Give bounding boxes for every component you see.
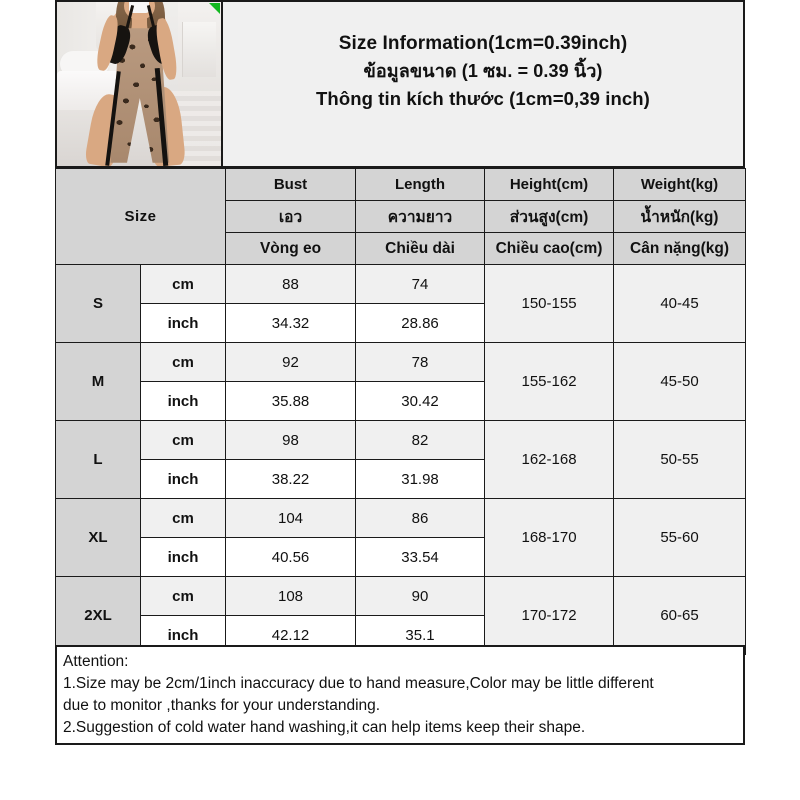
length-cm-s: 74 xyxy=(355,264,486,304)
bust-inch-xl: 40.56 xyxy=(225,537,357,577)
header-weight-th: น้ำหนัก(kg) xyxy=(613,200,747,233)
header-weight-en: Weight(kg) xyxy=(613,168,747,201)
height-2xl: 170-172 xyxy=(484,576,615,655)
bust-cm-xl: 104 xyxy=(225,498,357,538)
size-table: Size Bust Length Height(cm) Weight(kg) เ… xyxy=(54,168,747,655)
length-cm-l: 82 xyxy=(355,420,486,460)
header-weight-vi: Cân nặng(kg) xyxy=(613,232,747,265)
table-header-row-thai: เอว ความยาว ส่วนสูง(cm) น้ำหนัก(kg) xyxy=(56,200,747,233)
length-inch-s: 28.86 xyxy=(355,303,486,343)
bust-inch-s: 34.32 xyxy=(225,303,357,343)
unit-cell-cm: cm xyxy=(139,576,227,616)
size-cell-m: M xyxy=(55,342,141,421)
length-cm-xl: 86 xyxy=(355,498,486,538)
header-height-th: ส่วนสูง(cm) xyxy=(484,200,615,233)
green-corner-marker-icon xyxy=(209,3,220,14)
bust-cm-l: 98 xyxy=(225,420,357,460)
length-inch-m: 30.42 xyxy=(355,381,486,421)
table-row: S cm 88 74 150-155 40-45 xyxy=(55,264,747,343)
length-inch-l: 31.98 xyxy=(355,459,486,499)
weight-m: 45-50 xyxy=(613,342,747,421)
table-row: inch 38.22 31.98 xyxy=(56,459,746,499)
header-length-vi: Chiều dài xyxy=(355,232,486,265)
unit-cell-cm: cm xyxy=(139,264,227,304)
unit-cell-inch: inch xyxy=(139,381,227,421)
size-cell-2xl: 2XL xyxy=(55,576,141,655)
table-row: L cm 98 82 162-168 50-55 xyxy=(55,420,747,499)
bust-cm-2xl: 108 xyxy=(225,576,357,616)
unit-cell-inch: inch xyxy=(139,459,227,499)
model-cup xyxy=(129,2,149,14)
header-length-en: Length xyxy=(355,168,486,201)
title-line-vietnamese: Thông tin kích thước (1cm=0,39 inch) xyxy=(316,87,650,109)
attention-line-2: due to monitor ,thanks for your understa… xyxy=(63,697,381,714)
header-band: Size Information(1cm=0.39inch) ข้อมูลขนา… xyxy=(55,0,745,168)
bust-cm-s: 88 xyxy=(225,264,357,304)
attention-heading: Attention: xyxy=(63,653,129,670)
size-cell-l: L xyxy=(55,420,141,499)
height-l: 162-168 xyxy=(484,420,615,499)
table-row: inch 35.88 30.42 xyxy=(56,381,746,421)
attention-line-1: 1.Size may be 2cm/1inch inaccuracy due t… xyxy=(63,675,654,692)
height-xl: 168-170 xyxy=(484,498,615,577)
attention-box: Attention: 1.Size may be 2cm/1inch inacc… xyxy=(55,645,745,745)
unit-cell-cm: cm xyxy=(139,420,227,460)
bust-inch-l: 38.22 xyxy=(225,459,357,499)
title-line-english: Size Information(1cm=0.39inch) xyxy=(338,33,628,54)
unit-cell-cm: cm xyxy=(139,342,227,382)
attention-line-3: 2.Suggestion of cold water hand washing,… xyxy=(63,719,586,736)
header-height-en: Height(cm) xyxy=(484,168,615,201)
header-bust-en: Bust xyxy=(225,168,357,201)
header-bust-vi: Vòng eo xyxy=(225,232,357,265)
size-cell-xl: XL xyxy=(55,498,141,577)
bust-cm-m: 92 xyxy=(225,342,357,382)
weight-2xl: 60-65 xyxy=(613,576,747,655)
weight-s: 40-45 xyxy=(613,264,747,343)
header-height-vi: Chiều cao(cm) xyxy=(484,232,615,265)
title-block: Size Information(1cm=0.39inch) ข้อมูลขนา… xyxy=(223,0,745,168)
size-cell-s: S xyxy=(55,264,141,343)
table-row: inch 34.32 28.86 xyxy=(56,303,746,343)
length-inch-xl: 33.54 xyxy=(355,537,486,577)
unit-cell-inch: inch xyxy=(139,537,227,577)
height-m: 155-162 xyxy=(484,342,615,421)
table-row: M cm 92 78 155-162 45-50 xyxy=(55,342,747,421)
header-length-th: ความยาว xyxy=(355,200,486,233)
product-photo xyxy=(55,0,223,168)
unit-cell-inch: inch xyxy=(139,303,227,343)
table-row: inch 40.56 33.54 xyxy=(56,537,746,577)
table-row: 2XL cm 108 90 170-172 60-65 xyxy=(55,576,747,655)
weight-xl: 55-60 xyxy=(613,498,747,577)
photo-cabinet xyxy=(182,21,217,78)
title-line-thai: ข้อมูลขนาด (1 ซม. = 0.39 นิ้ว) xyxy=(363,61,603,82)
length-cm-m: 78 xyxy=(355,342,486,382)
unit-cell-cm: cm xyxy=(139,498,227,538)
table-header-row-english: Size Bust Length Height(cm) Weight(kg) xyxy=(54,168,747,265)
size-column-header: Size xyxy=(54,168,227,265)
height-s: 150-155 xyxy=(484,264,615,343)
bust-inch-m: 35.88 xyxy=(225,381,357,421)
weight-l: 50-55 xyxy=(613,420,747,499)
table-header-row-vietnamese: Vòng eo Chiều dài Chiều cao(cm) Cân nặng… xyxy=(56,232,747,265)
table-row: XL cm 104 86 168-170 55-60 xyxy=(55,498,747,577)
header-bust-th: เอว xyxy=(225,200,357,233)
length-cm-2xl: 90 xyxy=(355,576,486,616)
